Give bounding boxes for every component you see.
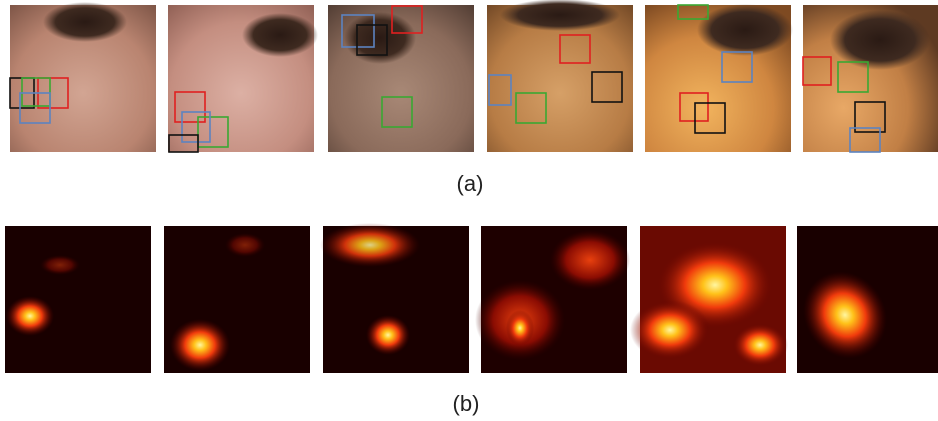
lumen (830, 10, 930, 70)
lumen (344, 12, 416, 64)
activation (630, 300, 710, 360)
activation (506, 310, 534, 346)
figure: (a) (b) (0, 0, 938, 421)
activation (366, 315, 410, 355)
activation (320, 223, 420, 267)
caption-b: (b) (453, 391, 480, 416)
row-a-images (10, 0, 938, 152)
activation (170, 319, 230, 371)
caption-a: (a) (457, 171, 484, 196)
row-b-heatmaps (5, 223, 938, 375)
activation (732, 323, 788, 367)
activation (225, 233, 265, 257)
lumen (500, 0, 620, 31)
activation (6, 296, 54, 336)
lumen (242, 13, 318, 57)
lumen (697, 4, 793, 56)
activation (550, 230, 630, 290)
lumen (43, 2, 127, 42)
activation (40, 255, 80, 275)
